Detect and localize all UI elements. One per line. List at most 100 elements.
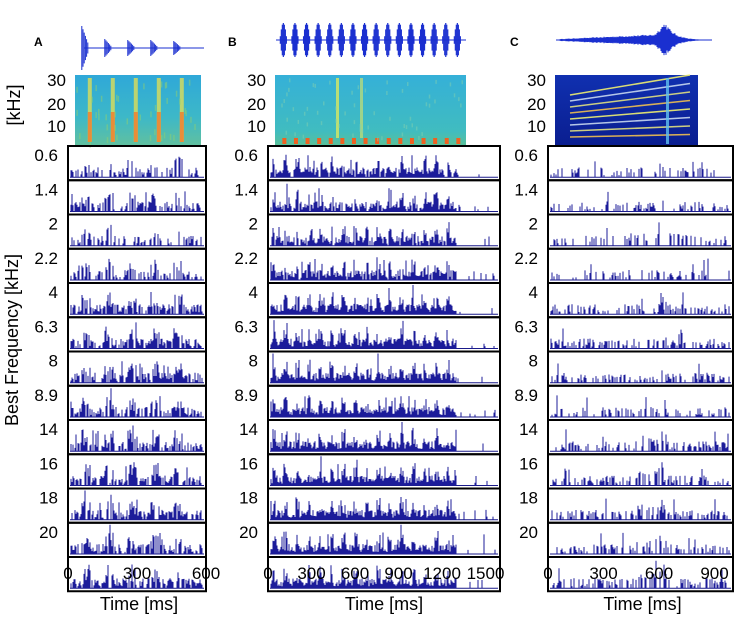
spike-train xyxy=(270,395,496,417)
x-tick-label: 600 xyxy=(341,564,369,583)
spike-train xyxy=(70,564,203,589)
best-frequency-label: 20 xyxy=(39,523,58,542)
best-frequency-label: 1.4 xyxy=(34,180,58,199)
spectrogram-c xyxy=(555,74,698,145)
best-frequency-label: 6.3 xyxy=(234,317,258,336)
best-frequency-label: 0.6 xyxy=(234,146,258,165)
spike-train xyxy=(70,258,202,280)
x-tick-label: 300 xyxy=(123,564,151,583)
spike-train xyxy=(270,564,483,589)
spike-train xyxy=(70,291,203,315)
best-frequency-ylabel: Best Frequency [kHz] xyxy=(2,254,22,426)
x-tick-label: 300 xyxy=(297,564,325,583)
spike-train xyxy=(70,191,201,212)
best-frequency-label: 8 xyxy=(249,352,258,371)
best-frequency-label: 1.4 xyxy=(514,180,538,199)
best-frequency-label: 8.9 xyxy=(34,386,58,405)
best-frequency-label: 18 xyxy=(519,489,538,508)
oscillogram-b xyxy=(276,23,466,57)
best-frequency-label: 14 xyxy=(239,420,258,439)
spike-train xyxy=(270,353,483,383)
spike-train xyxy=(550,328,730,349)
spike-train xyxy=(553,222,727,246)
best-frequency-label: 8 xyxy=(49,352,58,371)
spike-train xyxy=(550,191,729,212)
x-tick-label: 1200 xyxy=(423,564,461,583)
spectrogram-ytick: 10 xyxy=(47,117,66,136)
best-frequency-label: 20 xyxy=(519,523,538,542)
spike-train xyxy=(270,154,480,178)
spectrogram-ytick: 20 xyxy=(527,95,546,114)
best-frequency-label: 0.6 xyxy=(34,146,58,165)
best-frequency-label: 2 xyxy=(49,215,58,234)
raster-panel-b: 0.6 1.4 2 2.2 4 6.3 8 8.9 14 16 18 20 xyxy=(234,145,501,593)
x-tick-label: 0 xyxy=(63,564,72,583)
best-frequency-label: 2 xyxy=(249,215,258,234)
spike-train xyxy=(551,498,728,520)
x-axis-label: Time [ms] xyxy=(603,594,681,614)
spike-train xyxy=(70,322,202,349)
spike-train xyxy=(70,361,203,383)
spike-train xyxy=(270,320,495,349)
spectrogram-ylabel: [kHz] xyxy=(4,84,24,125)
spectrogram-ytick: 20 xyxy=(247,95,266,114)
best-frequency-label: 18 xyxy=(39,489,58,508)
spike-train xyxy=(71,490,202,520)
x-tick-label: 1500 xyxy=(467,564,505,583)
best-frequency-label: 14 xyxy=(519,420,538,439)
best-frequency-label: 2.2 xyxy=(234,249,258,268)
best-frequency-label: 8 xyxy=(529,352,538,371)
spike-train xyxy=(270,257,495,280)
x-tick-label: 0 xyxy=(543,564,552,583)
panel-label-b: B xyxy=(228,35,237,49)
spectrogram-ytick: 30 xyxy=(47,71,66,90)
spike-train xyxy=(70,388,202,417)
best-frequency-label: 4 xyxy=(49,283,58,302)
spectrogram-ytick: 10 xyxy=(247,117,266,136)
spike-train xyxy=(70,524,203,554)
oscillogram-c xyxy=(556,24,712,56)
spike-train xyxy=(270,183,489,212)
spectrogram-ytick: 10 xyxy=(527,117,546,136)
x-tick-label: 600 xyxy=(645,564,673,583)
best-frequency-label: 4 xyxy=(529,283,538,302)
best-frequency-label: 2 xyxy=(529,215,538,234)
best-frequency-label: 20 xyxy=(239,523,258,542)
x-axis-label: Time [ms] xyxy=(100,594,178,614)
best-frequency-label: 6.3 xyxy=(34,317,58,336)
best-frequency-label: 16 xyxy=(519,454,538,473)
spike-train xyxy=(71,224,202,246)
spike-train xyxy=(551,395,730,417)
raster-row-frame xyxy=(267,556,501,593)
best-frequency-label: 6.3 xyxy=(514,317,538,336)
spike-train xyxy=(270,524,496,554)
best-frequency-label: 8.9 xyxy=(514,386,538,405)
spectrogram-b xyxy=(275,75,466,145)
x-tick-label: 600 xyxy=(192,564,220,583)
spike-train xyxy=(70,462,202,486)
best-frequency-label: 2.2 xyxy=(34,249,58,268)
spike-train xyxy=(556,532,730,554)
raster-panel-a: 0.6 1.4 2 2.2 4 6.3 8 8.9 14 16 18 20 xyxy=(34,145,207,593)
x-tick-label: 900 xyxy=(384,564,412,583)
best-frequency-label: 16 xyxy=(239,454,258,473)
raster-panel-c: 0.6 1.4 2 2.2 4 6.3 8 8.9 14 16 18 20 xyxy=(514,145,734,593)
raster-row-frame xyxy=(67,556,207,593)
spike-train xyxy=(270,497,494,520)
x-tick-label: 0 xyxy=(263,564,272,583)
best-frequency-label: 4 xyxy=(249,283,258,302)
spike-train xyxy=(70,156,199,178)
spectrogram-a xyxy=(75,75,201,148)
best-frequency-label: 1.4 xyxy=(234,180,258,199)
spike-train xyxy=(70,425,203,452)
best-frequency-label: 18 xyxy=(239,489,258,508)
raster-row-frame xyxy=(547,556,734,593)
spike-train xyxy=(271,222,490,246)
spike-train xyxy=(550,292,730,315)
raster-row-frame xyxy=(547,213,734,250)
panel-label-c: C xyxy=(510,35,519,49)
panel-label-a: A xyxy=(34,35,43,49)
best-frequency-label: 16 xyxy=(39,454,58,473)
x-tick-label: 300 xyxy=(589,564,617,583)
